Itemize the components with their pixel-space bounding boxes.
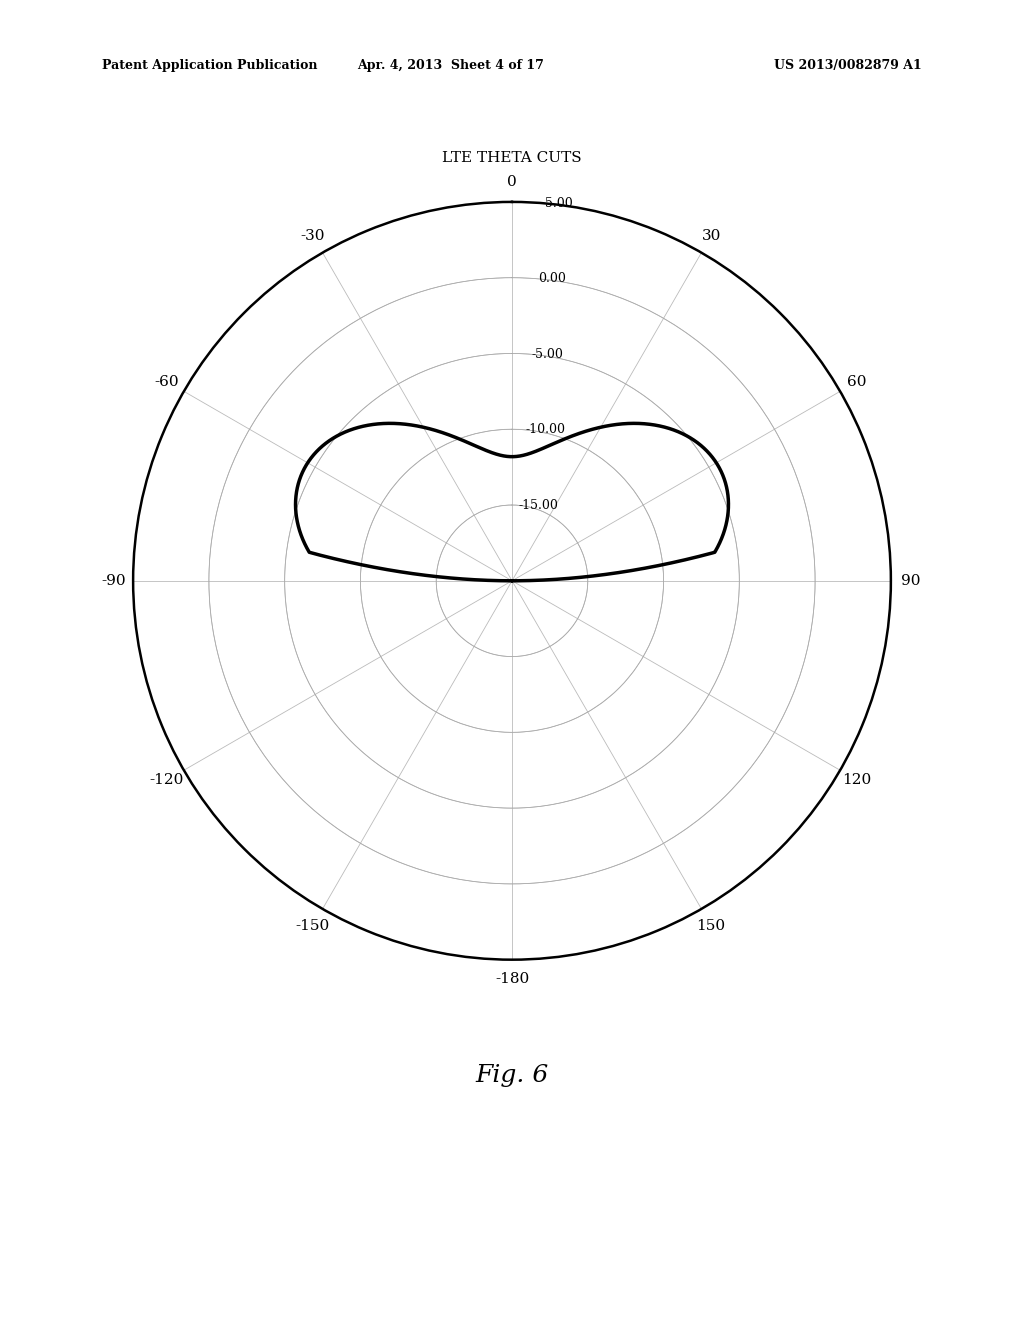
- Text: 5.00: 5.00: [545, 197, 572, 210]
- Text: LTE THETA CUTS: LTE THETA CUTS: [442, 152, 582, 165]
- Text: Patent Application Publication: Patent Application Publication: [102, 59, 317, 73]
- Text: 0.00: 0.00: [539, 272, 566, 285]
- Text: -15.00: -15.00: [518, 499, 558, 512]
- Text: Fig. 6: Fig. 6: [475, 1064, 549, 1088]
- Text: -5.00: -5.00: [531, 348, 563, 360]
- Text: Apr. 4, 2013  Sheet 4 of 17: Apr. 4, 2013 Sheet 4 of 17: [357, 59, 544, 73]
- Text: -10.00: -10.00: [525, 424, 565, 437]
- Text: US 2013/0082879 A1: US 2013/0082879 A1: [774, 59, 922, 73]
